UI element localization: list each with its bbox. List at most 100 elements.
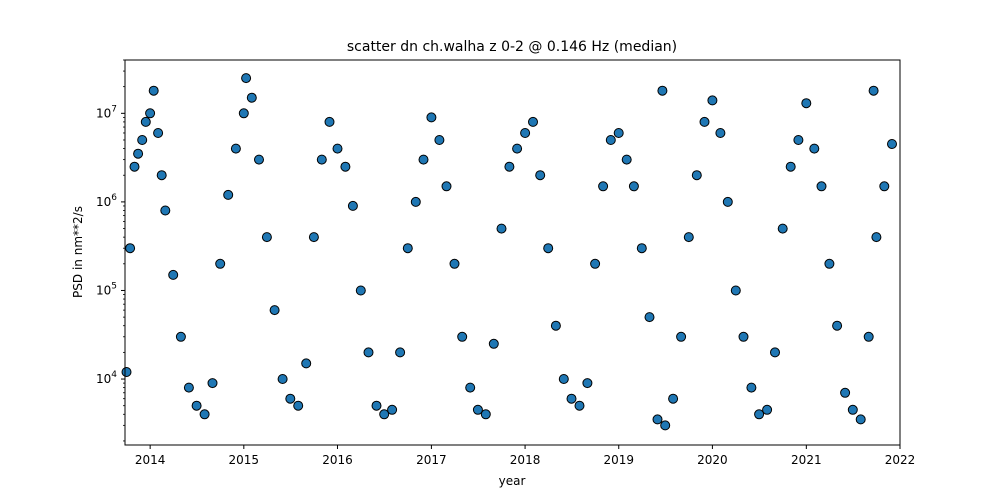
data-point xyxy=(254,154,264,165)
data-point xyxy=(824,258,835,269)
data-point xyxy=(628,181,639,192)
data-point xyxy=(598,181,609,192)
data-point xyxy=(520,128,531,138)
data-point xyxy=(153,128,164,138)
data-point xyxy=(496,223,507,234)
data-point xyxy=(238,108,249,119)
data-point xyxy=(762,404,773,415)
x-tick-label: 2022 xyxy=(885,453,916,467)
data-point xyxy=(371,400,382,411)
data-point xyxy=(215,258,226,269)
x-tick-label: 2017 xyxy=(416,453,447,467)
data-point xyxy=(230,143,241,154)
data-point xyxy=(207,378,218,389)
data-point xyxy=(175,331,186,342)
data-point xyxy=(574,400,585,411)
data-point xyxy=(160,205,171,216)
data-point xyxy=(363,347,374,358)
data-point xyxy=(621,154,632,165)
data-point xyxy=(754,409,765,420)
data-point xyxy=(347,200,358,211)
data-point xyxy=(855,414,866,425)
data-point xyxy=(543,243,554,254)
x-tick-label: 2016 xyxy=(322,453,353,467)
data-point xyxy=(668,393,679,404)
data-point xyxy=(449,258,460,269)
data-point xyxy=(871,232,882,243)
data-point xyxy=(707,95,718,106)
x-axis-title: year xyxy=(499,474,526,488)
data-point xyxy=(145,108,156,119)
y-tick-label: 107 xyxy=(96,104,117,120)
data-point xyxy=(293,400,304,411)
data-point xyxy=(129,161,140,172)
data-point xyxy=(261,232,272,243)
data-point xyxy=(410,196,421,207)
data-point xyxy=(683,232,694,243)
x-tick-label: 2021 xyxy=(791,453,822,467)
data-point xyxy=(528,116,538,127)
data-point xyxy=(457,331,468,342)
data-point xyxy=(699,116,710,127)
data-point xyxy=(816,181,827,192)
x-tick-label: 2018 xyxy=(510,453,541,467)
data-point xyxy=(241,73,252,84)
x-tick-label: 2015 xyxy=(229,453,260,467)
data-point xyxy=(770,347,780,358)
y-axis: 104 105 106 107 xyxy=(96,59,125,442)
data-point xyxy=(402,243,413,254)
data-point xyxy=(480,409,491,420)
data-point xyxy=(133,148,144,159)
data-point xyxy=(277,374,288,384)
data-point xyxy=(472,404,483,415)
data-point xyxy=(868,85,879,96)
data-point xyxy=(657,85,668,96)
data-point xyxy=(558,374,569,384)
data-point xyxy=(535,170,546,181)
data-point xyxy=(613,128,624,138)
y-tick-label: 106 xyxy=(96,193,117,209)
data-point xyxy=(879,181,890,192)
data-point xyxy=(550,320,561,331)
data-point xyxy=(676,331,687,342)
data-point xyxy=(566,393,577,404)
data-point xyxy=(379,409,390,420)
data-point xyxy=(847,404,858,415)
data-point xyxy=(504,161,515,172)
data-point xyxy=(801,98,812,109)
data-point xyxy=(121,367,132,377)
data-point xyxy=(301,358,312,369)
data-point xyxy=(137,135,148,145)
data-point xyxy=(605,135,616,145)
data-point xyxy=(434,135,445,145)
data-point xyxy=(887,139,897,149)
data-point xyxy=(652,414,663,425)
data-point xyxy=(387,404,398,415)
chart-title: scatter dn ch.walha z 0-2 @ 0.146 Hz (me… xyxy=(347,39,677,55)
data-points xyxy=(121,73,897,431)
data-point xyxy=(269,305,280,316)
data-point xyxy=(395,347,406,358)
data-point xyxy=(840,387,851,398)
y-tick-label: 105 xyxy=(96,281,117,297)
data-point xyxy=(512,143,523,154)
data-point xyxy=(183,382,194,393)
data-point xyxy=(809,143,820,154)
data-point xyxy=(832,320,843,331)
data-point xyxy=(590,258,601,269)
data-point xyxy=(863,331,874,342)
data-point xyxy=(730,285,741,296)
data-point xyxy=(246,92,257,103)
data-point xyxy=(168,269,179,280)
data-point xyxy=(223,189,234,200)
data-point xyxy=(355,285,366,296)
data-point xyxy=(148,85,159,96)
data-point xyxy=(793,135,804,145)
data-point xyxy=(777,223,788,234)
data-point xyxy=(691,170,702,181)
data-point xyxy=(715,128,726,138)
data-point xyxy=(426,112,437,123)
data-point xyxy=(644,312,655,323)
